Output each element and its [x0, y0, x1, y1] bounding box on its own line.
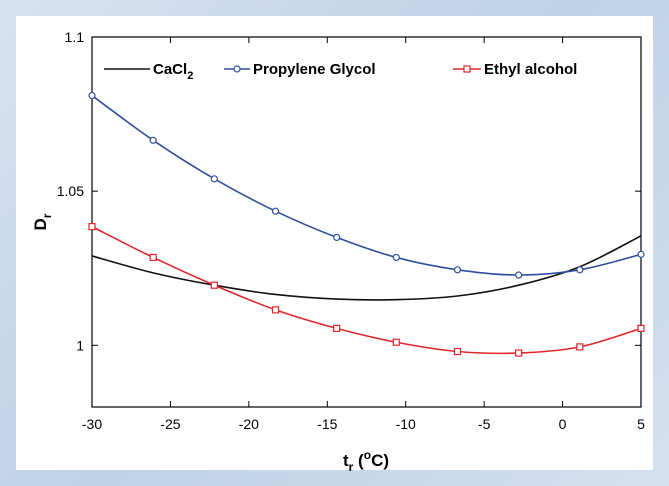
- data-point-square: [210, 281, 218, 289]
- y-tick-label: 1: [76, 337, 84, 353]
- x-tick-label: -30: [82, 416, 102, 432]
- data-point-circle: [149, 136, 157, 144]
- x-tick-label: -10: [396, 416, 416, 432]
- data-point-square: [149, 253, 157, 262]
- series-line: [91, 235, 642, 301]
- data-point-circle: [210, 175, 218, 183]
- data-point-circle: [88, 91, 96, 100]
- y-tick-label: 1.05: [57, 183, 84, 199]
- data-point-circle: [392, 253, 400, 262]
- series-line: [91, 225, 642, 355]
- data-point-square: [576, 343, 584, 351]
- series-group: [91, 235, 642, 301]
- legend-marker-circle: [233, 65, 241, 73]
- data-point-square: [637, 324, 645, 332]
- data-point-square: [453, 347, 462, 356]
- x-tick-label: -20: [239, 416, 259, 432]
- data-point-circle: [333, 233, 341, 242]
- series-group: [88, 91, 645, 279]
- x-tick-label: -15: [317, 416, 337, 432]
- data-point-circle: [576, 266, 584, 274]
- legend-item: Propylene Glycol: [224, 61, 376, 78]
- x-tick-label: -25: [160, 416, 180, 432]
- x-tick-label: 0: [559, 416, 567, 432]
- data-point-square: [392, 338, 400, 346]
- data-point-circle: [637, 250, 645, 258]
- ticks: -30 -25 -20 -15 -10 -5 0 5 1 1.05 1.1: [57, 29, 645, 432]
- y-axis-title: Dr: [31, 213, 54, 230]
- legend-item: CaCl2: [104, 61, 193, 82]
- data-point-circle: [515, 271, 523, 279]
- data-point-square: [271, 306, 280, 314]
- legend-label: Ethyl alcohol: [484, 61, 577, 78]
- x-tick-label: -5: [478, 416, 491, 432]
- legend-item: Ethyl alcohol: [453, 61, 577, 78]
- data-point-circle: [453, 266, 462, 274]
- legend: CaCl2 Propylene Glycol Ethyl alcohol: [104, 61, 577, 82]
- data-point-square: [515, 349, 523, 357]
- plot-frame: [91, 36, 642, 408]
- legend-label: CaCl2: [153, 61, 193, 82]
- series-line: [91, 94, 642, 276]
- x-axis-title: tr (oC): [343, 448, 389, 474]
- data-point-square: [333, 324, 341, 332]
- legend-label: Propylene Glycol: [253, 61, 376, 78]
- axes: [91, 36, 642, 408]
- x-tick-label: 5: [637, 416, 645, 432]
- data-point-circle: [271, 207, 280, 215]
- series-group: [88, 223, 645, 357]
- chart-panel: [16, 16, 653, 470]
- y-tick-label: 1.1: [65, 29, 85, 45]
- series-layer: [88, 91, 645, 357]
- data-point-square: [88, 223, 96, 231]
- legend-marker-square: [463, 65, 471, 73]
